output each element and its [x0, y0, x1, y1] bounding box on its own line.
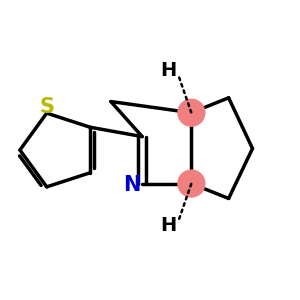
Circle shape: [178, 99, 205, 126]
Circle shape: [178, 170, 205, 197]
Text: H: H: [160, 216, 176, 235]
Text: S: S: [39, 97, 54, 117]
Text: N: N: [123, 175, 140, 195]
Text: H: H: [160, 61, 176, 80]
